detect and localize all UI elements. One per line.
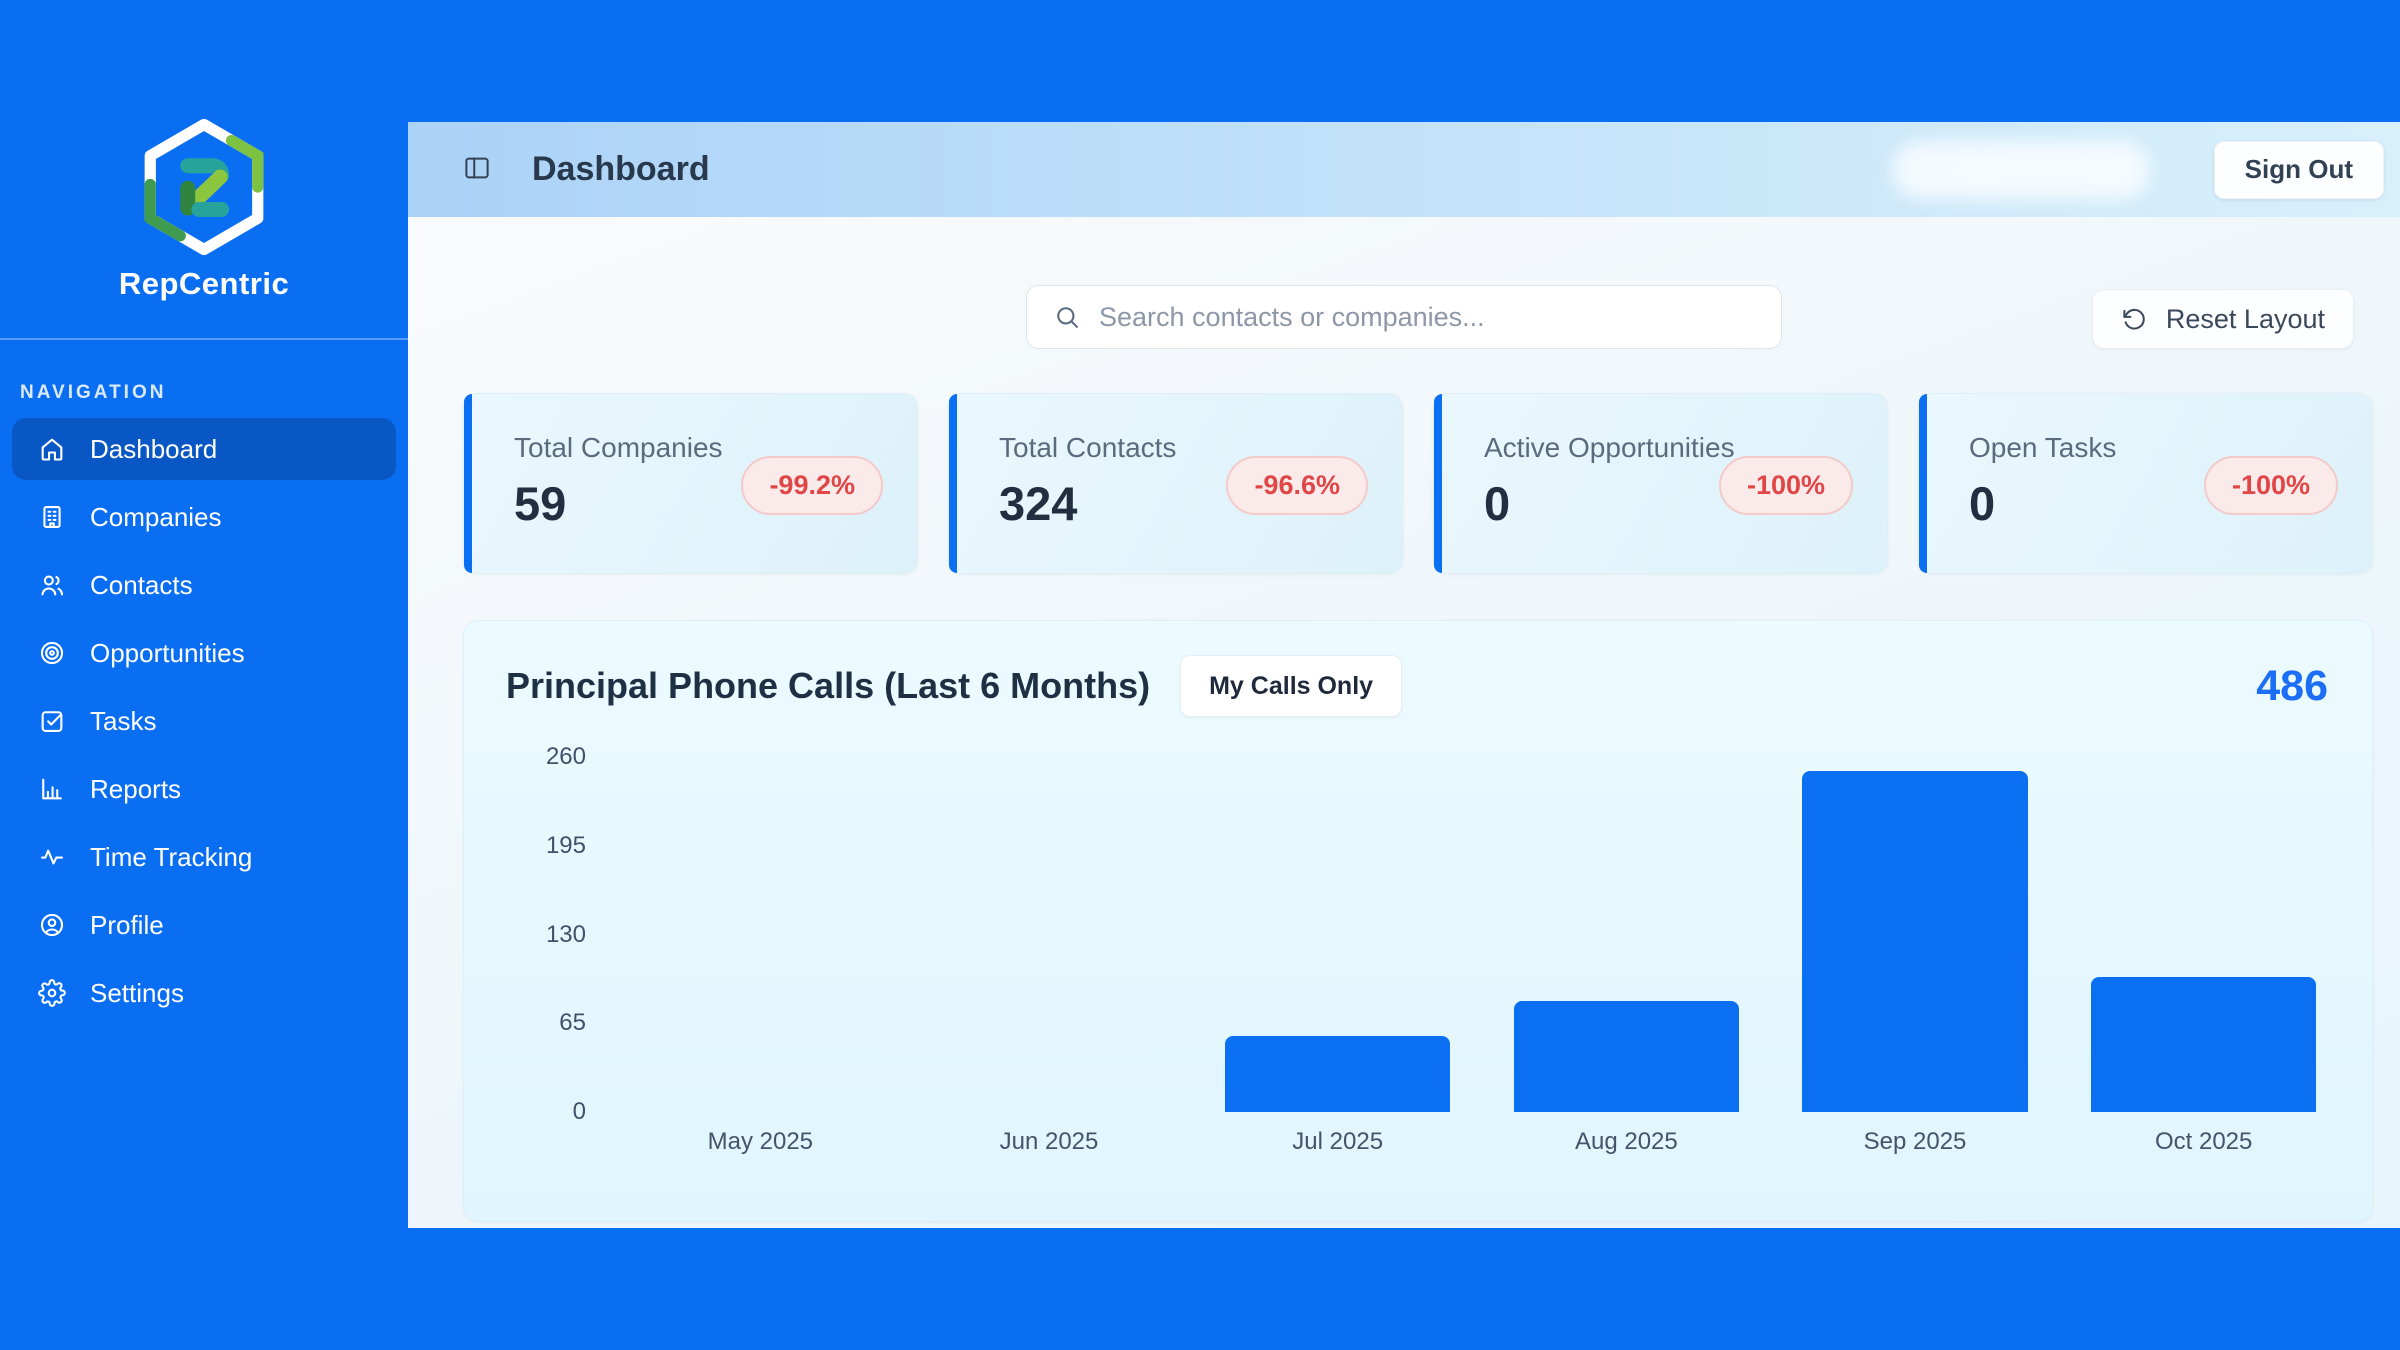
toolbar: Reset Layout [408,285,2400,349]
stat-change-badge: -100% [1718,456,1853,515]
stat-card-total-contacts: Total Contacts 324 -96.6% [948,393,1403,574]
gear-icon [38,979,66,1007]
rotate-ccw-icon [2123,308,2145,330]
chart-header: Principal Phone Calls (Last 6 Months) My… [464,621,2372,717]
bar-jul-2025 [1225,1035,1451,1112]
x-tick: May 2025 [707,1128,814,1155]
activity-icon [41,849,63,865]
sidebar-item-time-tracking[interactable]: Time Tracking [12,826,396,888]
sidebar-item-dashboard[interactable]: Dashboard [12,418,396,480]
check-square-icon [41,711,63,732]
bar-oct-2025 [2091,976,2317,1112]
repcentric-logo-icon [144,118,264,256]
bar-chart-icon [42,778,62,800]
x-tick: Jul 2025 [1292,1128,1384,1155]
my-calls-only-button[interactable]: My Calls Only [1180,655,1403,717]
main-panel: Dashboard Sign Out Reset Layout Total Co… [408,122,2400,1228]
app-name: RepCentric [118,266,290,301]
sidebar-toggle-button[interactable] [460,153,494,187]
sidebar-item-tasks[interactable]: Tasks [12,690,396,752]
sidebar-item-label: Opportunities [90,637,245,668]
sidebar-item-label: Settings [90,977,184,1008]
sidebar-divider [0,338,408,340]
chart-title: Principal Phone Calls (Last 6 Months) [506,665,1151,706]
stat-label: Open Tasks [1969,432,2117,463]
panel-left-icon [465,157,489,179]
nav-section-label: NAVIGATION [20,382,167,403]
bar-sep-2025 [1802,770,2028,1112]
x-tick: Jun 2025 [999,1128,1099,1155]
sidebar-item-companies[interactable]: Companies [12,486,396,548]
search-input[interactable] [1099,301,1755,333]
target-icon [40,641,64,665]
sidebar-item-label: Tasks [90,705,157,736]
stat-label: Active Opportunities [1484,432,1735,463]
stat-value: 0 [1969,477,1996,530]
x-axis: May 2025 Jun 2025 Jul 2025 Aug 2025 Sep … [616,1128,2348,1156]
stat-card-open-tasks: Open Tasks 0 -100% [1918,393,2373,574]
sidebar-item-label: Time Tracking [90,841,253,872]
bar-aug-2025 [1513,1001,1739,1112]
search-icon [1057,307,1078,328]
sidebar-item-profile[interactable]: Profile [12,894,396,956]
stat-card-total-companies: Total Companies 59 -99.2% [463,393,918,574]
phone-calls-chart-card: Principal Phone Calls (Last 6 Months) My… [463,620,2373,1222]
sidebar-item-settings[interactable]: Settings [12,962,396,1024]
stat-label: Total Contacts [999,432,1177,463]
page-title: Dashboard [532,150,710,188]
sign-out-button[interactable]: Sign Out [2213,140,2384,199]
page-header: Dashboard Sign Out [408,122,2400,217]
chart-total-value: 486 [2256,661,2328,710]
stat-label: Total Companies [514,432,723,463]
x-tick: Sep 2025 [1863,1128,1967,1155]
reset-layout-label: Reset Layout [2165,303,2325,334]
sidebar: RepCentric NAVIGATION Dashboard Companie… [0,0,408,1350]
stat-card-active-opportunities: Active Opportunities 0 -100% [1433,393,1888,574]
stat-value: 0 [1484,477,1511,530]
stat-value: 59 [514,477,567,530]
sidebar-item-opportunities[interactable]: Opportunities [12,622,396,684]
y-axis: 260 195 130 65 0 [545,743,586,1125]
plot-area [616,757,2348,1112]
sidebar-item-label: Profile [90,909,164,940]
sidebar-nav: Dashboard Companies Contacts Opportuniti… [0,418,408,1030]
sidebar-item-label: Contacts [90,569,193,600]
stat-value: 324 [999,477,1078,530]
x-tick: Aug 2025 [1574,1128,1678,1155]
bar-chart: 260 195 130 65 0 [464,743,2372,1125]
sidebar-item-label: Companies [90,501,222,532]
users-icon [41,575,64,596]
sidebar-item-reports[interactable]: Reports [12,758,396,820]
sidebar-item-label: Dashboard [90,433,218,464]
user-identity-redacted [1891,140,2150,199]
user-circle-icon [40,913,64,937]
stat-change-badge: -100% [2203,456,2338,515]
stat-change-badge: -96.6% [1226,456,1368,515]
home-icon [41,438,63,461]
stats-row: Total Companies 59 -99.2% Total Contacts… [408,393,2400,574]
logo: RepCentric [0,0,408,302]
reset-layout-button[interactable]: Reset Layout [2091,289,2354,349]
stat-change-badge: -99.2% [741,456,883,515]
sidebar-item-contacts[interactable]: Contacts [12,554,396,616]
building-icon [43,506,61,528]
search-box [1026,285,1782,349]
x-tick: Oct 2025 [2154,1128,2253,1155]
sidebar-item-label: Reports [90,773,182,804]
